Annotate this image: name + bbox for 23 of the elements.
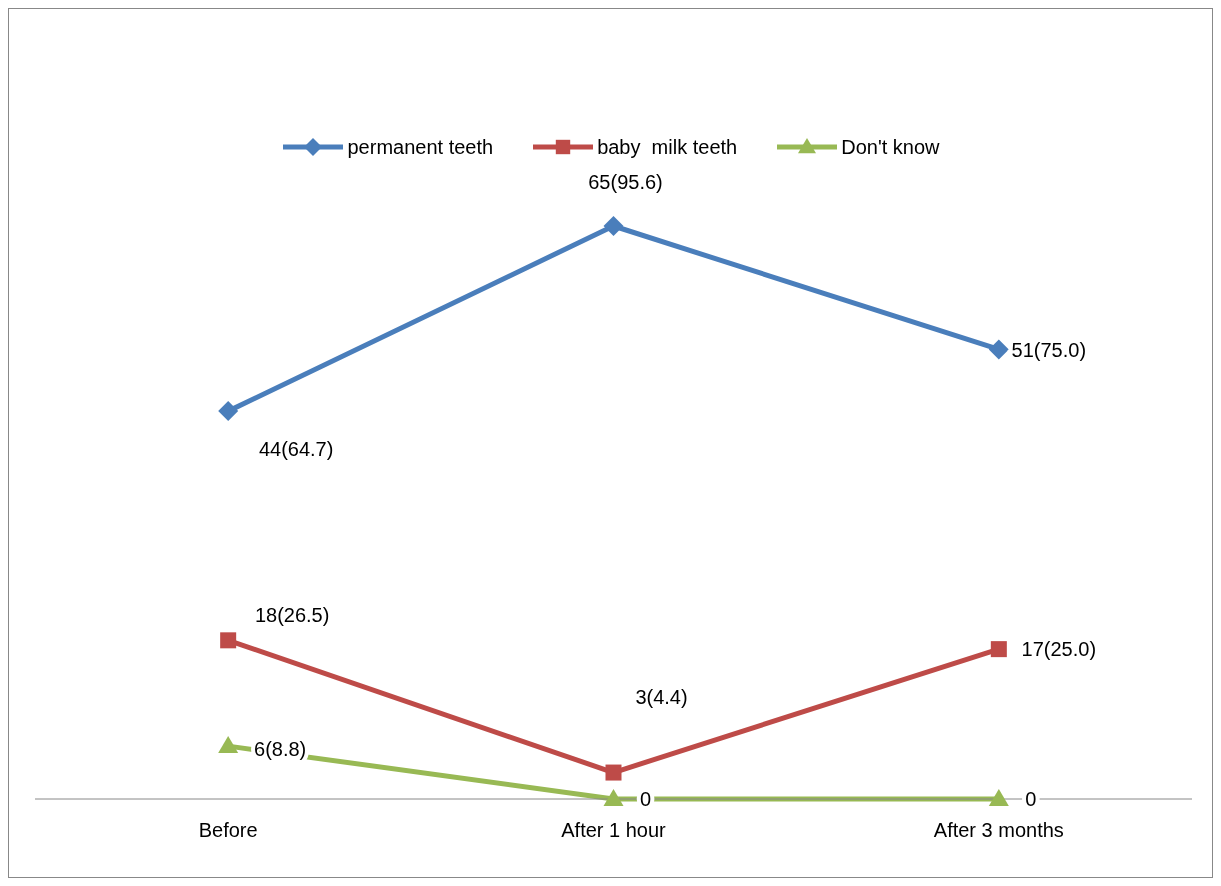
data-label: 0: [639, 788, 652, 811]
point: [603, 789, 624, 806]
legend-label: permanent teeth: [347, 135, 494, 159]
data-label: 3(4.4): [635, 685, 688, 708]
point: [990, 641, 1007, 658]
x-tick-label: After 1 hour: [561, 819, 667, 842]
point: [603, 216, 624, 236]
point: [988, 339, 1009, 360]
x-tick-label: After 3 months: [933, 819, 1064, 842]
data-label: 65(95.6): [588, 171, 663, 194]
data-label: 17(25.0): [1021, 638, 1097, 661]
data-label: 18(26.5): [254, 603, 330, 626]
legend-label: baby milk teeth: [597, 135, 738, 159]
data-label: 51(75.0): [1011, 338, 1087, 361]
point: [988, 789, 1009, 806]
data-label: 44(64.7): [258, 438, 334, 461]
legend-label: Don't know: [841, 135, 940, 159]
point: [218, 401, 239, 422]
point: [218, 736, 239, 754]
data-label: 0: [1025, 788, 1037, 811]
x-tick-label: Before: [198, 819, 258, 842]
point: [605, 764, 622, 781]
point: [220, 632, 237, 649]
